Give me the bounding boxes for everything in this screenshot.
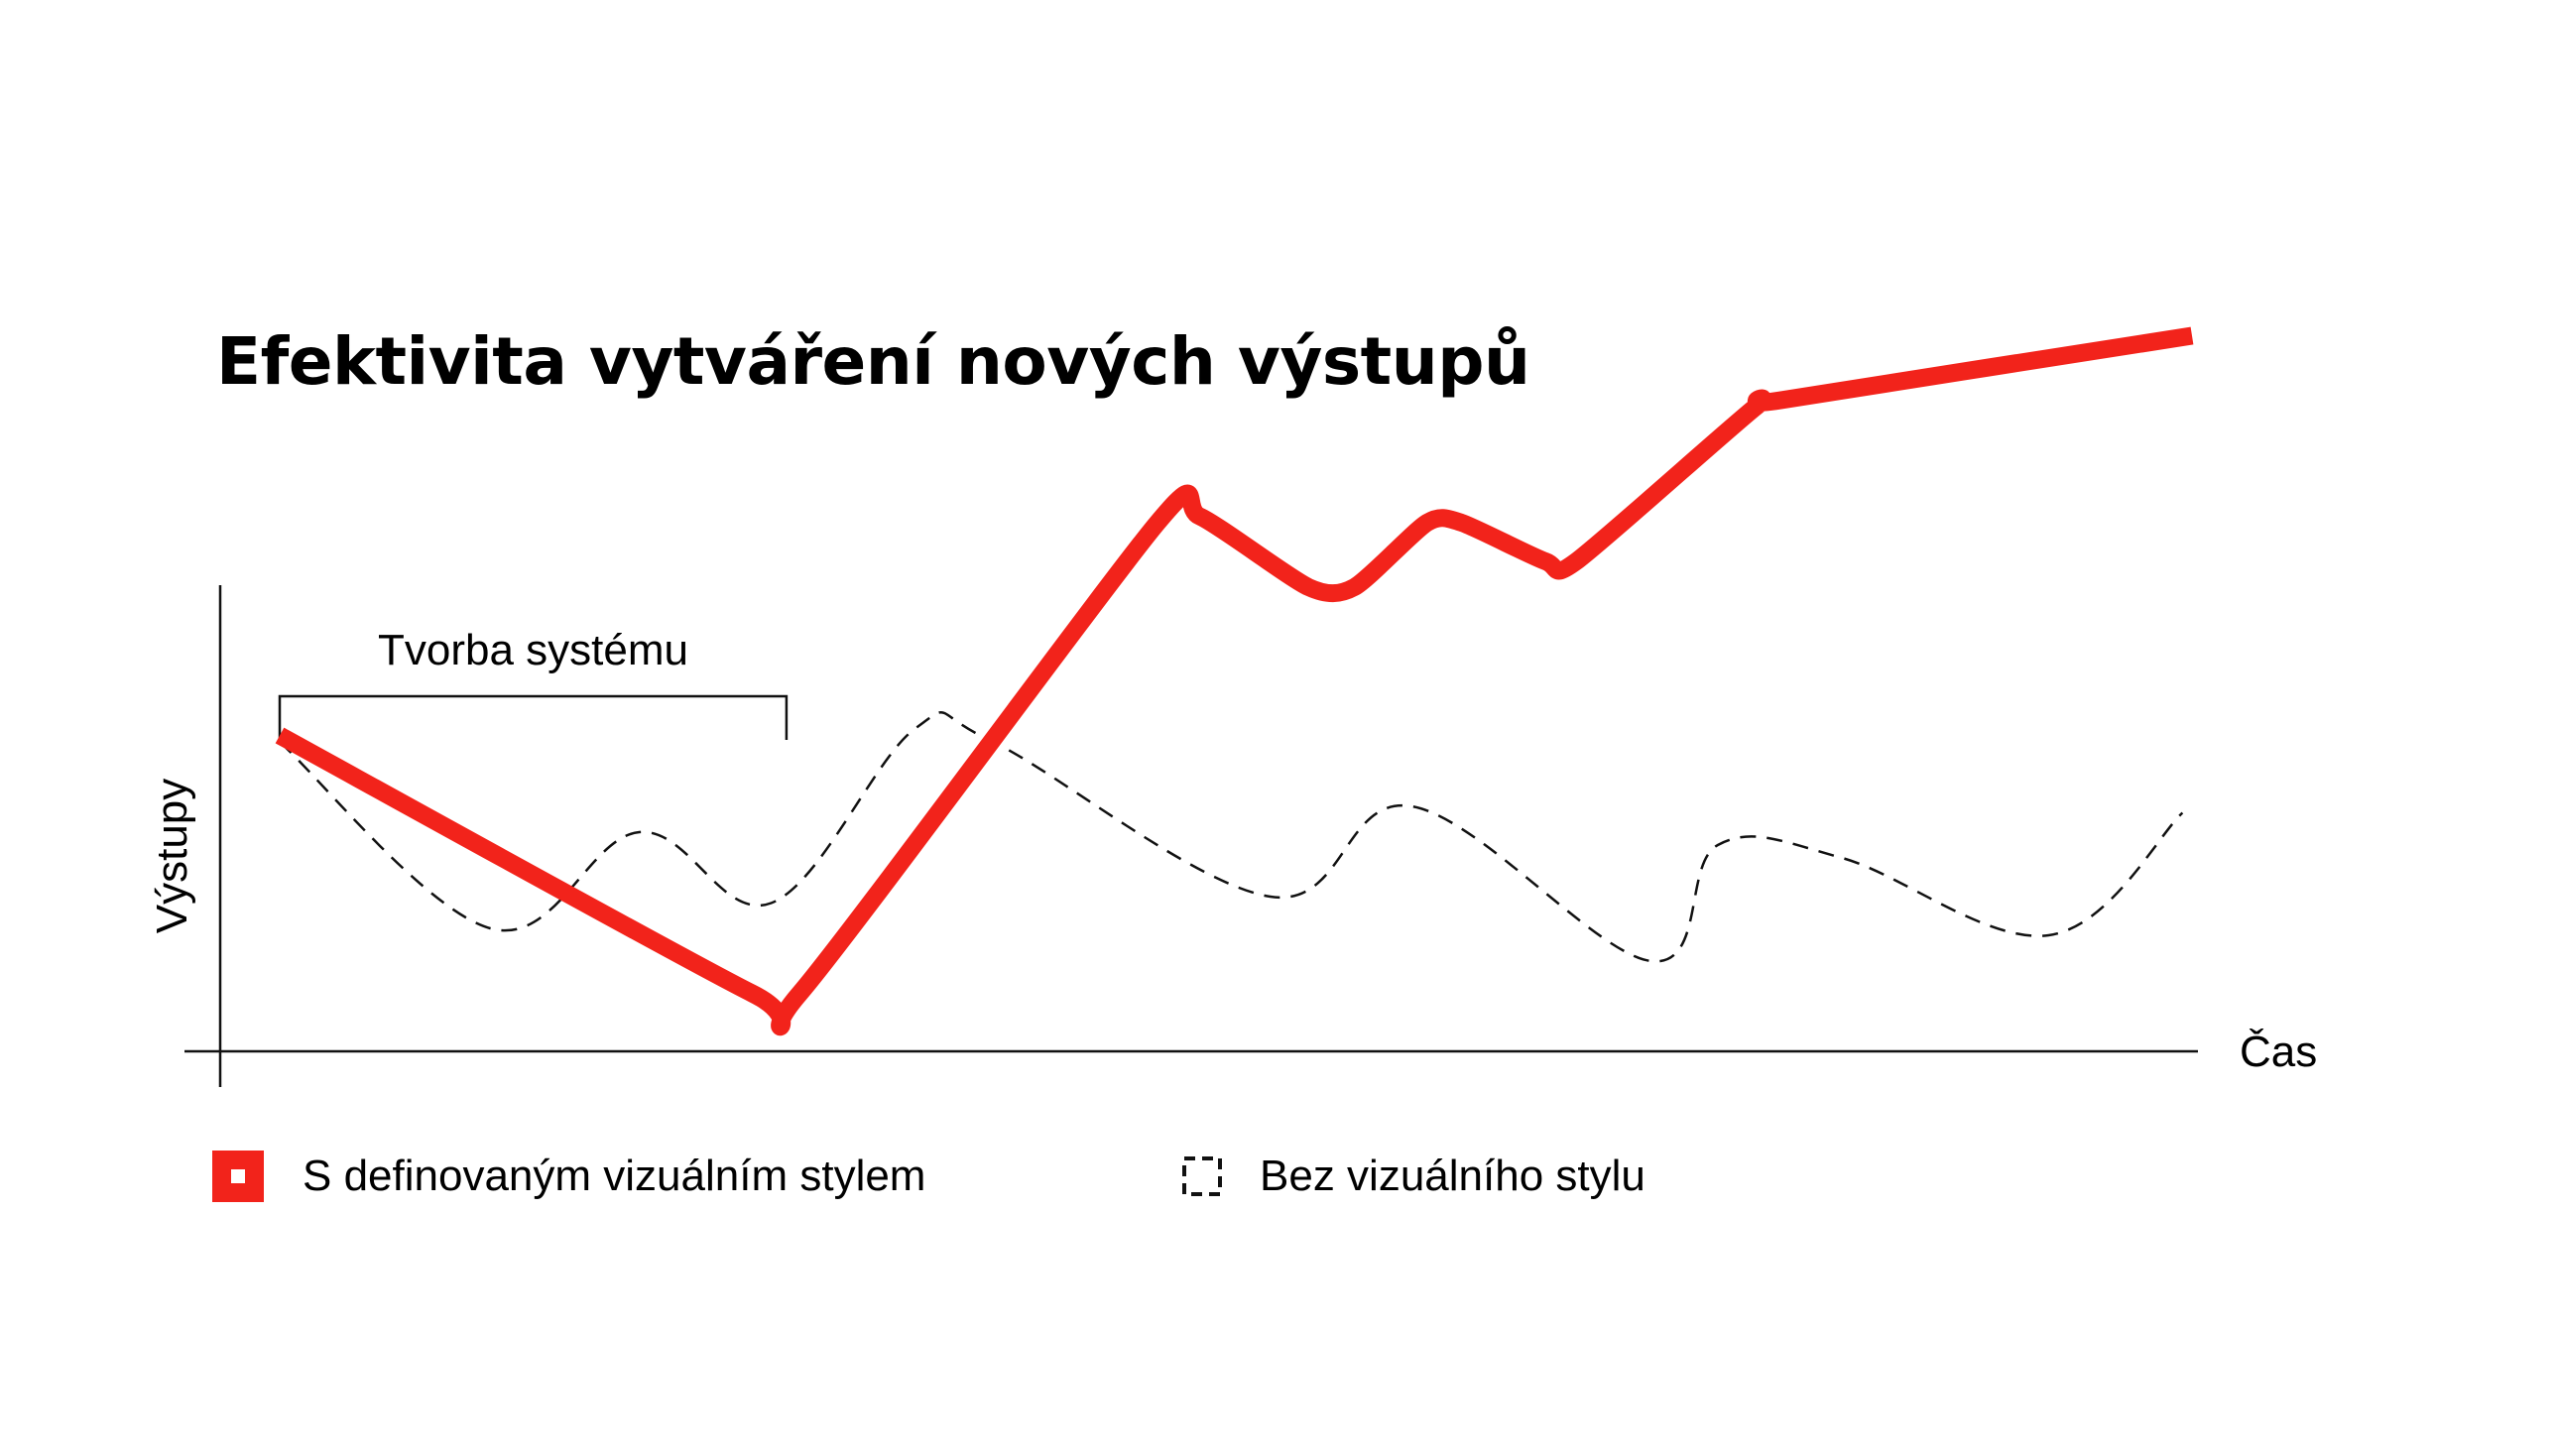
legend-item-styled: S definovaným vizuálním stylem xyxy=(212,1151,925,1202)
series-layer xyxy=(275,326,2194,1036)
dashed-square-icon xyxy=(1182,1156,1222,1196)
annotation-label: Tvorba systému xyxy=(378,626,688,674)
annotation-bracket: Tvorba systému xyxy=(278,626,789,740)
chart-title: Efektivita vytváření nových výstupů xyxy=(216,323,1529,400)
legend-label-styled: S definovaným vizuálním stylem xyxy=(303,1152,925,1200)
series-line-styled xyxy=(275,326,2194,1036)
bracket-line xyxy=(278,694,789,740)
legend: S definovaným vizuálním stylem Bez vizuá… xyxy=(212,1151,1645,1202)
legend-label-unstyled: Bez vizuálního stylu xyxy=(1260,1152,1645,1200)
red-filled-square-icon-center xyxy=(231,1169,245,1183)
series-line-unstyled xyxy=(279,710,2184,963)
legend-item-unstyled: Bez vizuálního stylu xyxy=(1182,1152,1645,1200)
y-axis-label: Výstupy xyxy=(148,779,196,934)
x-axis-label: Čas xyxy=(2240,1027,2317,1076)
